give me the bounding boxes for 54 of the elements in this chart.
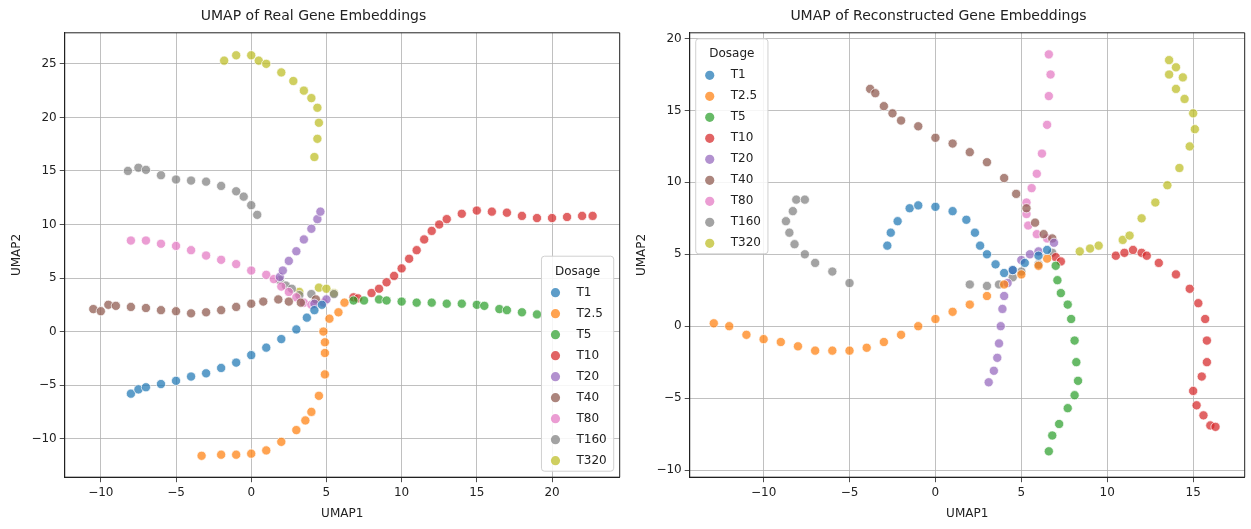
x-tick-label: 10 <box>393 484 410 499</box>
legend-label: T80 <box>575 410 600 425</box>
y-tick-label: 15 <box>666 102 682 117</box>
legend-label: T20 <box>575 368 600 383</box>
legend-label: T40 <box>575 389 600 404</box>
y-tick-label: 10 <box>41 216 57 231</box>
x-tick-label: 5 <box>322 484 331 499</box>
legend-label: T1 <box>729 67 746 82</box>
x-tick-label: −5 <box>840 484 859 499</box>
legend-label: T320 <box>575 452 607 467</box>
x-tick-label: 20 <box>544 484 560 499</box>
x-tick-label: −10 <box>88 484 114 499</box>
x-tick-label: 0 <box>931 484 940 499</box>
y-tick-label: −10 <box>31 430 57 445</box>
legend-label: T160 <box>729 214 761 229</box>
legend-title: Dosage <box>709 46 755 61</box>
x-tick-label: 10 <box>1099 484 1115 499</box>
chart-title: UMAP of Real Gene Embeddings <box>200 7 427 24</box>
x-axis-title: UMAP1 <box>946 505 989 520</box>
x-axis-title: UMAP1 <box>321 505 364 520</box>
x-tick-label: −5 <box>167 484 185 499</box>
y-tick-label: 0 <box>674 318 682 333</box>
legend-label: T1 <box>575 284 592 299</box>
x-tick-label: 5 <box>1017 484 1026 499</box>
x-tick-label: −10 <box>750 484 777 499</box>
y-tick-label: 20 <box>666 30 682 45</box>
legend-label: T80 <box>729 193 754 208</box>
y-axis-title: UMAP2 <box>634 233 649 277</box>
chart-title: UMAP of Reconstructed Gene Embeddings <box>790 7 1087 24</box>
x-tick-label: 0 <box>247 484 256 499</box>
legend-label: T5 <box>729 109 746 124</box>
legend-label: T10 <box>729 130 754 145</box>
legend-label: T5 <box>575 326 592 341</box>
y-tick-label: −5 <box>664 390 682 405</box>
y-tick-label: 5 <box>49 270 57 285</box>
legend-label: T320 <box>729 235 761 250</box>
y-tick-label: 20 <box>41 109 57 124</box>
y-tick-label: −5 <box>39 377 57 392</box>
legend-label: T2.5 <box>729 88 758 103</box>
legend-label: T20 <box>729 151 754 166</box>
x-tick-label: 15 <box>469 484 485 499</box>
legend-label: T40 <box>729 172 754 187</box>
y-tick-label: −10 <box>656 462 682 477</box>
y-tick-label: 10 <box>666 174 682 189</box>
y-axis-title: UMAP2 <box>9 233 24 277</box>
x-tick-label: 15 <box>1185 484 1201 499</box>
legend-title: Dosage <box>554 263 601 278</box>
legend-label: T160 <box>575 431 607 446</box>
y-tick-label: 0 <box>49 323 57 338</box>
legend-label: T2.5 <box>575 305 603 320</box>
y-tick-label: 5 <box>674 246 682 261</box>
y-tick-label: 25 <box>41 55 57 70</box>
y-tick-label: 15 <box>41 163 57 178</box>
legend-label: T10 <box>575 347 600 362</box>
